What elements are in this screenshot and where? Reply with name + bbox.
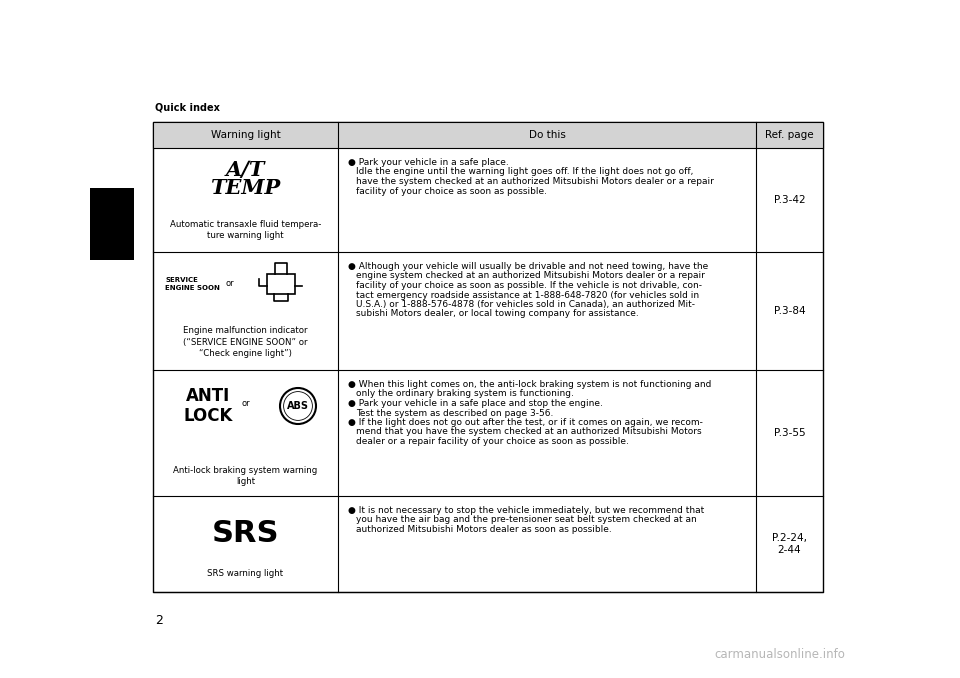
Text: 2: 2 (155, 614, 163, 626)
Bar (153, 122, 823, 148)
Text: P.3-42: P.3-42 (774, 195, 805, 205)
Text: Engine malfunction indicator
(“SERVICE ENGINE SOON” or
“Check engine light”): Engine malfunction indicator (“SERVICE E… (183, 325, 308, 358)
Text: TEMP: TEMP (210, 178, 280, 198)
Text: facility of your choice as soon as possible. If the vehicle is not drivable, con: facility of your choice as soon as possi… (356, 281, 702, 290)
Text: ANTI
LOCK: ANTI LOCK (183, 386, 232, 425)
Text: SRS: SRS (212, 519, 279, 549)
Text: ● It is not necessary to stop the vehicle immediately, but we recommend that: ● It is not necessary to stop the vehicl… (348, 506, 705, 515)
Text: SRS warning light: SRS warning light (207, 570, 283, 578)
Bar (90, 188, 134, 260)
Text: Automatic transaxle fluid tempera-
ture warning light: Automatic transaxle fluid tempera- ture … (170, 220, 322, 241)
Text: or: or (241, 399, 250, 409)
Text: carmanualsonline.info: carmanualsonline.info (714, 648, 846, 662)
Text: tact emergency roadside assistance at 1-888-648-7820 (for vehicles sold in: tact emergency roadside assistance at 1-… (356, 290, 699, 300)
Text: ABS: ABS (287, 401, 309, 411)
Text: or: or (225, 279, 233, 289)
Text: Idle the engine until the warning light goes off. If the light does not go off,: Idle the engine until the warning light … (356, 167, 693, 176)
Text: Quick index: Quick index (155, 102, 220, 112)
Text: Test the system as described on page 3-56.: Test the system as described on page 3-5… (356, 409, 553, 418)
Text: Do this: Do this (529, 130, 565, 140)
Text: have the system checked at an authorized Mitsubishi Motors dealer or a repair: have the system checked at an authorized… (356, 177, 714, 186)
Text: authorized Mitsubishi Motors dealer as soon as possible.: authorized Mitsubishi Motors dealer as s… (356, 525, 612, 534)
Text: facility of your choice as soon as possible.: facility of your choice as soon as possi… (356, 186, 547, 195)
Text: ● When this light comes on, the anti-lock braking system is not functioning and: ● When this light comes on, the anti-loc… (348, 380, 711, 389)
Text: ● Park your vehicle in a safe place and stop the engine.: ● Park your vehicle in a safe place and … (348, 399, 603, 408)
Text: P.3-55: P.3-55 (774, 428, 805, 438)
Text: mend that you have the system checked at an authorized Mitsubishi Motors: mend that you have the system checked at… (356, 428, 702, 437)
Text: engine system checked at an authorized Mitsubishi Motors dealer or a repair: engine system checked at an authorized M… (356, 271, 705, 281)
Text: Ref. page: Ref. page (765, 130, 814, 140)
Text: dealer or a repair facility of your choice as soon as possible.: dealer or a repair facility of your choi… (356, 437, 629, 446)
Text: only the ordinary braking system is functioning.: only the ordinary braking system is func… (356, 389, 574, 399)
Bar (153, 122, 823, 592)
Text: you have the air bag and the pre-tensioner seat belt system checked at an: you have the air bag and the pre-tension… (356, 515, 697, 525)
Text: Anti-lock braking system warning
light: Anti-lock braking system warning light (174, 466, 318, 486)
Text: subishi Motors dealer, or local towing company for assistance.: subishi Motors dealer, or local towing c… (356, 309, 638, 319)
Bar (267, 274, 295, 294)
Text: ● If the light does not go out after the test, or if it comes on again, we recom: ● If the light does not go out after the… (348, 418, 703, 427)
Text: P.2-24,
2-44: P.2-24, 2-44 (772, 533, 807, 555)
Text: U.S.A.) or 1-888-576-4878 (for vehicles sold in Canada), an authorized Mit-: U.S.A.) or 1-888-576-4878 (for vehicles … (356, 300, 695, 309)
Text: ● Park your vehicle in a safe place.: ● Park your vehicle in a safe place. (348, 158, 509, 167)
Text: P.3-84: P.3-84 (774, 306, 805, 316)
Text: ● Although your vehicle will usually be drivable and not need towing, have the: ● Although your vehicle will usually be … (348, 262, 708, 271)
Text: SERVICE
ENGINE SOON: SERVICE ENGINE SOON (165, 277, 220, 291)
Text: A∕T: A∕T (226, 160, 265, 180)
Text: Warning light: Warning light (210, 130, 280, 140)
